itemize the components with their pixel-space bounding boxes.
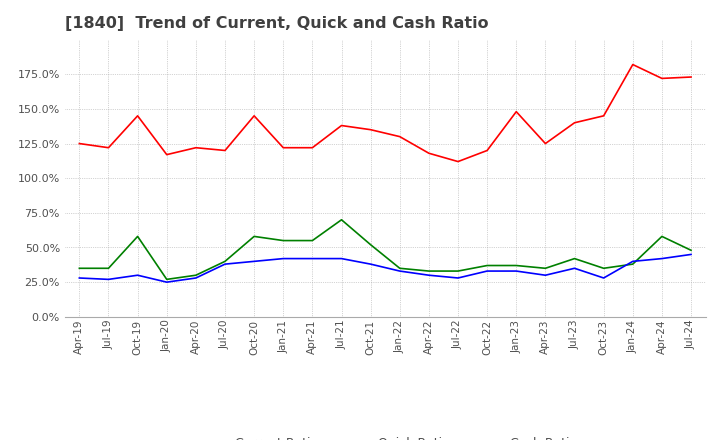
- Current Ratio: [308, 145, 317, 150]
- Current Ratio: [425, 150, 433, 156]
- Quick Ratio: [308, 238, 317, 243]
- Cash Ratio: [104, 277, 113, 282]
- Quick Ratio: [599, 266, 608, 271]
- Cash Ratio: [599, 275, 608, 281]
- Cash Ratio: [133, 272, 142, 278]
- Quick Ratio: [512, 263, 521, 268]
- Legend: Current Ratio, Quick Ratio, Cash Ratio: Current Ratio, Quick Ratio, Cash Ratio: [189, 432, 582, 440]
- Current Ratio: [104, 145, 113, 150]
- Cash Ratio: [541, 272, 550, 278]
- Cash Ratio: [366, 261, 375, 267]
- Current Ratio: [599, 113, 608, 118]
- Current Ratio: [454, 159, 462, 164]
- Quick Ratio: [687, 248, 696, 253]
- Current Ratio: [512, 109, 521, 114]
- Current Ratio: [657, 76, 666, 81]
- Quick Ratio: [454, 268, 462, 274]
- Quick Ratio: [337, 217, 346, 222]
- Cash Ratio: [337, 256, 346, 261]
- Quick Ratio: [657, 234, 666, 239]
- Cash Ratio: [395, 268, 404, 274]
- Quick Ratio: [104, 266, 113, 271]
- Quick Ratio: [192, 272, 200, 278]
- Current Ratio: [629, 62, 637, 67]
- Cash Ratio: [250, 259, 258, 264]
- Current Ratio: [366, 127, 375, 132]
- Quick Ratio: [395, 266, 404, 271]
- Quick Ratio: [220, 259, 229, 264]
- Quick Ratio: [279, 238, 287, 243]
- Current Ratio: [220, 148, 229, 153]
- Cash Ratio: [657, 256, 666, 261]
- Line: Current Ratio: Current Ratio: [79, 65, 691, 161]
- Quick Ratio: [425, 268, 433, 274]
- Current Ratio: [395, 134, 404, 139]
- Cash Ratio: [483, 268, 492, 274]
- Quick Ratio: [629, 261, 637, 267]
- Quick Ratio: [541, 266, 550, 271]
- Cash Ratio: [454, 275, 462, 281]
- Cash Ratio: [629, 259, 637, 264]
- Cash Ratio: [163, 279, 171, 285]
- Cash Ratio: [220, 261, 229, 267]
- Quick Ratio: [75, 266, 84, 271]
- Current Ratio: [133, 113, 142, 118]
- Cash Ratio: [308, 256, 317, 261]
- Cash Ratio: [192, 275, 200, 281]
- Quick Ratio: [133, 234, 142, 239]
- Cash Ratio: [570, 266, 579, 271]
- Current Ratio: [483, 148, 492, 153]
- Quick Ratio: [570, 256, 579, 261]
- Quick Ratio: [250, 234, 258, 239]
- Current Ratio: [687, 74, 696, 80]
- Line: Cash Ratio: Cash Ratio: [79, 254, 691, 282]
- Quick Ratio: [483, 263, 492, 268]
- Current Ratio: [337, 123, 346, 128]
- Current Ratio: [192, 145, 200, 150]
- Current Ratio: [541, 141, 550, 146]
- Text: [1840]  Trend of Current, Quick and Cash Ratio: [1840] Trend of Current, Quick and Cash …: [65, 16, 488, 32]
- Cash Ratio: [75, 275, 84, 281]
- Current Ratio: [570, 120, 579, 125]
- Cash Ratio: [512, 268, 521, 274]
- Cash Ratio: [279, 256, 287, 261]
- Current Ratio: [75, 141, 84, 146]
- Cash Ratio: [687, 252, 696, 257]
- Current Ratio: [163, 152, 171, 157]
- Line: Quick Ratio: Quick Ratio: [79, 220, 691, 279]
- Quick Ratio: [366, 242, 375, 247]
- Quick Ratio: [163, 277, 171, 282]
- Current Ratio: [279, 145, 287, 150]
- Current Ratio: [250, 113, 258, 118]
- Cash Ratio: [425, 272, 433, 278]
